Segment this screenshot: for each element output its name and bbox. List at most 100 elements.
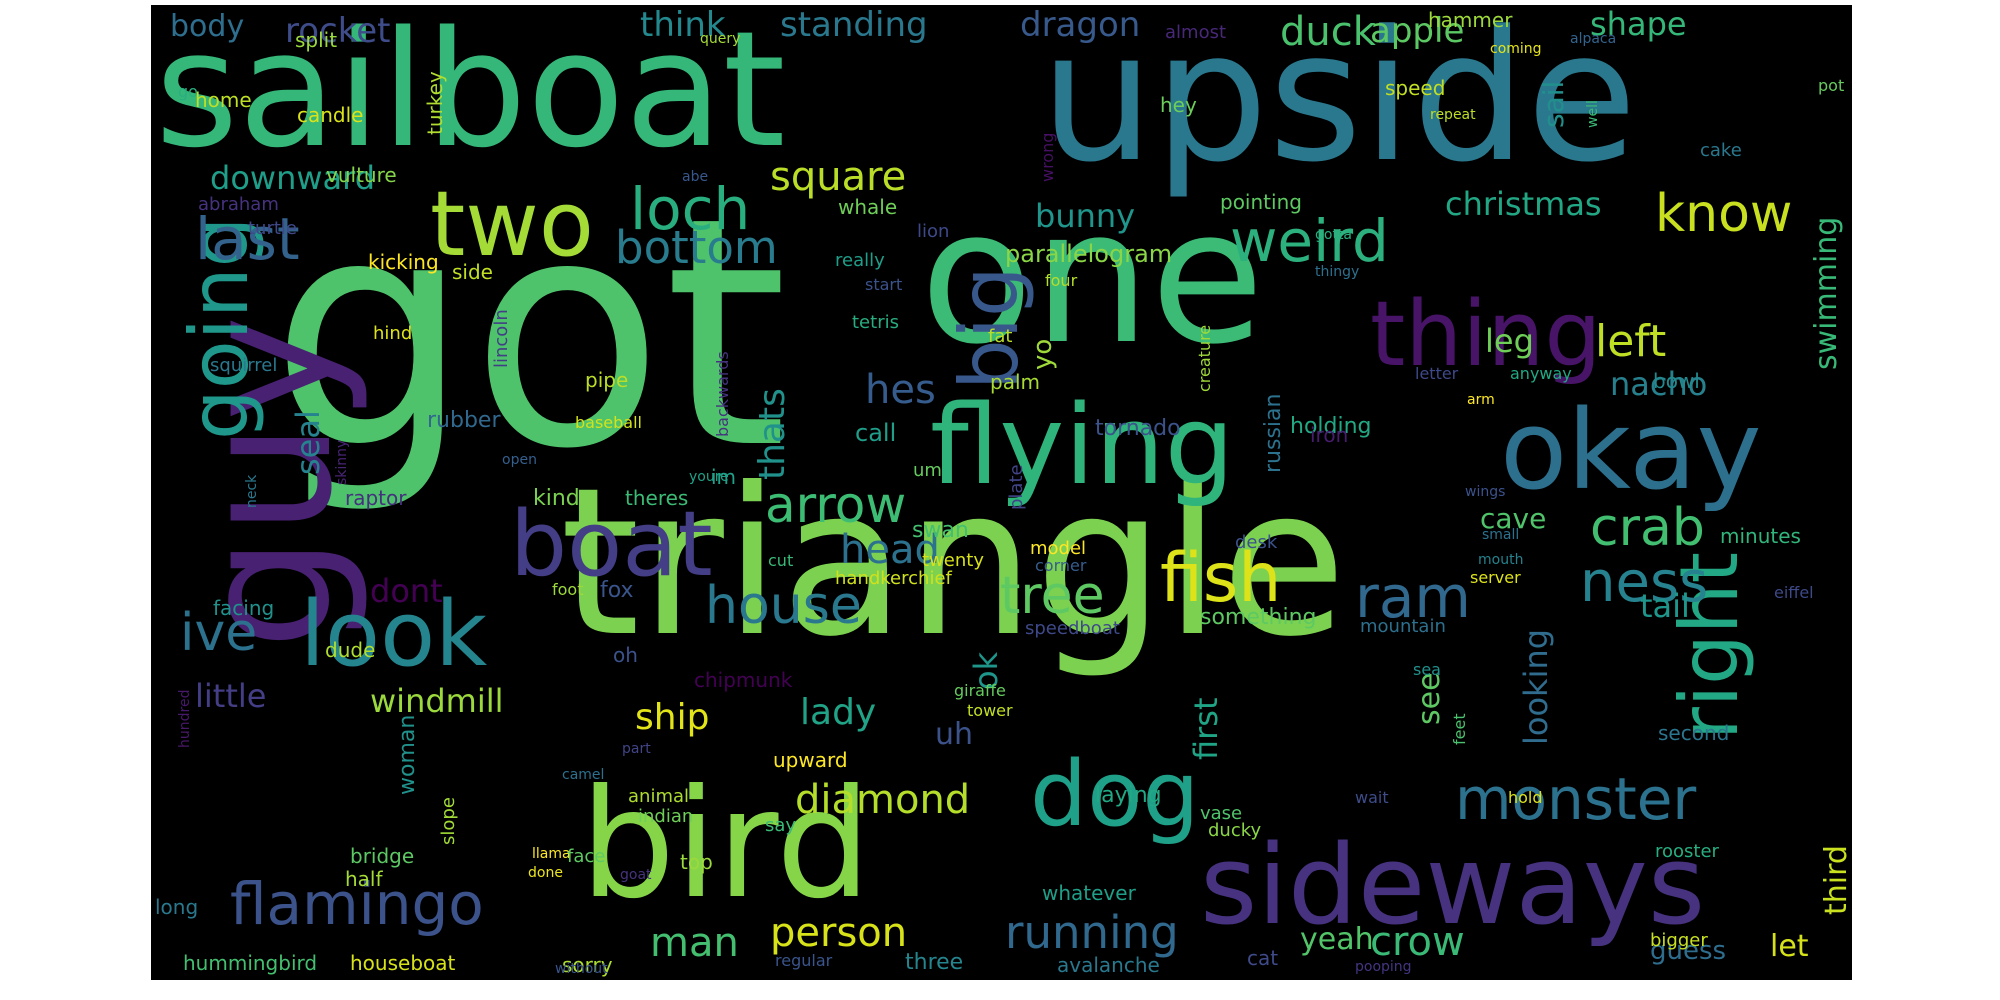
word-apple: apple [1370,11,1465,51]
word-fat: fat [988,326,1013,347]
word-bird: bird [580,758,872,932]
word-diamond: diamond [795,777,971,823]
word-cave: cave [1480,502,1547,535]
word-abraham: abraham [198,194,279,215]
word-oh: oh [613,643,638,667]
word-twenty: twenty [922,550,984,571]
word-four: four [1045,271,1078,290]
word-vase: vase [1200,803,1243,824]
word-little: little [195,677,267,715]
word-avalanche: avalanche [1057,953,1160,977]
word-ducky: ducky [1208,820,1262,841]
word-look: look [300,582,488,687]
word-okay: okay [1500,386,1762,514]
word-three: three [905,950,964,975]
word-swan: swan [912,518,969,543]
word-long: long [155,895,199,919]
word-foot: foot [552,580,584,599]
word-tree: tree [1000,566,1105,626]
word-thats: thats [752,388,793,480]
word-done: done [528,865,563,881]
word-mountain: mountain [1360,616,1446,637]
word-seal: seal [289,410,327,475]
word-sorry: sorry [562,953,613,977]
word-dont: dont [370,572,443,610]
word-really: really [835,250,885,271]
word-turkey: turkey [423,71,447,135]
word-coming: coming [1490,41,1542,57]
word-pointing: pointing [1220,190,1302,214]
word-pot: pot [1818,76,1845,95]
word-query: query [700,31,741,47]
word-bunny: bunny [1035,197,1136,235]
word-creature: creature [1195,324,1214,392]
word-cloud: got triangle one upside sailboat guy bir… [151,5,1852,980]
word-flying: flying [930,381,1235,509]
word-cat: cat [1247,946,1279,970]
word-facing: facing [213,596,275,620]
word-plate: plate [1006,464,1027,510]
word-llama: llama [532,846,571,862]
word-rocket: rocket [285,11,391,51]
word-palm: palm [990,370,1040,394]
word-standing: standing [780,5,928,45]
word-rooster: rooster [1655,841,1719,862]
word-person: person [770,910,908,956]
word-running: running [1005,906,1179,959]
word-russian: russian [1261,393,1286,473]
word-duck: duck [1280,9,1376,55]
word-cut: cut [768,551,794,570]
word-im: im [711,465,737,489]
word-arrow: arrow [765,476,907,534]
word-ram: ram [1355,563,1471,631]
word-part: part [622,741,651,757]
word-goat: goat [620,867,652,883]
word-windmill: windmill [370,682,504,720]
word-downward: downward [210,159,376,197]
word-raptor: raptor [345,486,407,510]
word-wings: wings [1465,484,1506,500]
word-something: something [1200,605,1317,630]
word-corner: corner [1035,556,1087,575]
word-yo: yo [1028,338,1058,370]
word-nacho: nacho [1610,365,1708,403]
word-speedboat: speedboat [1025,618,1120,639]
word-sea: sea [1413,660,1441,679]
word-neck: neck [244,474,260,508]
word-hind: hind [373,323,413,344]
word-looking: looking [1517,628,1555,745]
word-loch: loch [630,175,751,243]
word-square: square [770,154,907,200]
word-desk: desk [1235,532,1278,553]
word-turtle: turtle [248,218,297,239]
word-bottom: bottom [615,221,778,274]
word-theres: theres [625,486,689,510]
word-lion: lion [917,221,950,242]
word-second: second [1658,721,1730,745]
word-tetris: tetris [852,312,899,333]
word-laying: laying [1095,783,1162,808]
word-whale: whale [838,195,898,219]
word-crab: crab [1590,498,1705,558]
word-mouth: mouth [1478,552,1524,568]
word-hey: hey [1160,93,1197,117]
word-parallelogram: parallelogram [1005,240,1173,268]
word-giraffe: giraffe [954,681,1006,700]
word-arm: arm [1467,392,1495,408]
word-one: one [920,169,1265,385]
word-hes: hes [865,367,936,413]
word-dragon: dragon [1020,5,1141,45]
word-triangle: triangle [560,445,1347,682]
word-see: see [1412,672,1447,725]
word-dude: dude [325,638,376,662]
word-swimming: swimming [1809,216,1844,370]
word-crow: crow [1370,919,1465,965]
word-third: third [1819,845,1852,915]
word-skinny: skinny [334,439,350,485]
word-shape: shape [1590,5,1687,43]
word-thingy: thingy [1315,264,1360,280]
word-hold: hold [1508,788,1543,807]
word-without: without [555,961,608,977]
word-wait: wait [1355,788,1389,807]
word-let: let [1770,929,1809,964]
